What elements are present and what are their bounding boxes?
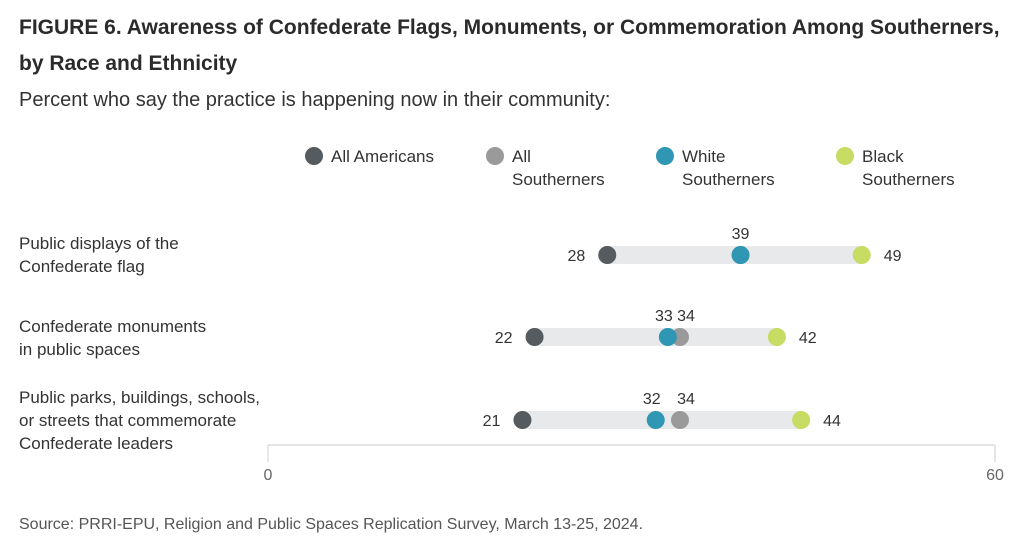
dot-black-southerners-row-0: [852, 246, 871, 264]
data-label-white-southerners-row-1: 33: [655, 308, 673, 325]
category-label-flag: Public displays of the Confederate flag: [19, 234, 179, 276]
legend-item-all-southerners: All Southerners: [486, 145, 605, 191]
legend-dot-all-americans: [305, 147, 323, 165]
data-label-black-southerners-row-2: 44: [823, 413, 841, 430]
data-label-all-americans-row-2: 21: [483, 413, 501, 430]
legend-label-black-southerners: Black Southerners: [862, 147, 955, 189]
chart-title: FIGURE 6. Awareness of Confederate Flags…: [19, 16, 1000, 75]
data-label-black-southerners-row-1: 42: [799, 330, 817, 347]
category-label-monuments: Confederate monuments in public spaces: [19, 317, 207, 359]
data-label-all-southerners-row-0: 39: [732, 226, 750, 243]
dot-white-southerners-row-1: [658, 328, 677, 346]
data-label-black-southerners-row-0: 49: [884, 248, 902, 265]
dot-all-americans-row-1: [525, 328, 544, 346]
dot-all-americans-row-0: [598, 246, 617, 264]
chart-subtitle: Percent who say the practice is happenin…: [19, 89, 611, 111]
category-label-commemoration: Public parks, buildings, schools, or str…: [19, 388, 260, 453]
x-tick-label-60: 60: [986, 467, 1004, 484]
data-label-all-americans-row-1: 22: [495, 330, 513, 347]
dot-all-americans-row-2: [513, 411, 532, 429]
dot-all-southerners-row-2: [670, 411, 689, 429]
data-label-all-southerners-row-1: 34: [677, 308, 695, 325]
legend-item-all-americans: All Americans: [305, 145, 434, 168]
legend-dot-all-southerners: [486, 147, 504, 165]
source-note: Source: PRRI-EPU, Religion and Public Sp…: [19, 516, 644, 533]
data-label-all-southerners-row-2: 34: [677, 391, 695, 408]
dot-black-southerners-row-2: [792, 411, 811, 429]
data-label-white-southerners-row-2: 32: [643, 391, 661, 408]
legend-dot-black-southerners: [836, 147, 854, 165]
x-tick-label-0: 0: [264, 467, 273, 484]
legend-dot-white-southerners: [656, 147, 674, 165]
dot-white-southerners-row-0: [731, 246, 750, 264]
data-label-all-americans-row-0: 28: [567, 248, 585, 265]
dot-black-southerners-row-1: [767, 328, 786, 346]
legend-item-white-southerners: White Southerners: [656, 145, 775, 191]
legend-label-all-americans: All Americans: [331, 147, 434, 166]
dot-white-southerners-row-2: [646, 411, 665, 429]
legend-label-white-southerners: White Southerners: [682, 147, 775, 189]
legend-item-black-southerners: Black Southerners: [836, 145, 955, 191]
legend-label-all-southerners: All Southerners: [512, 147, 605, 189]
